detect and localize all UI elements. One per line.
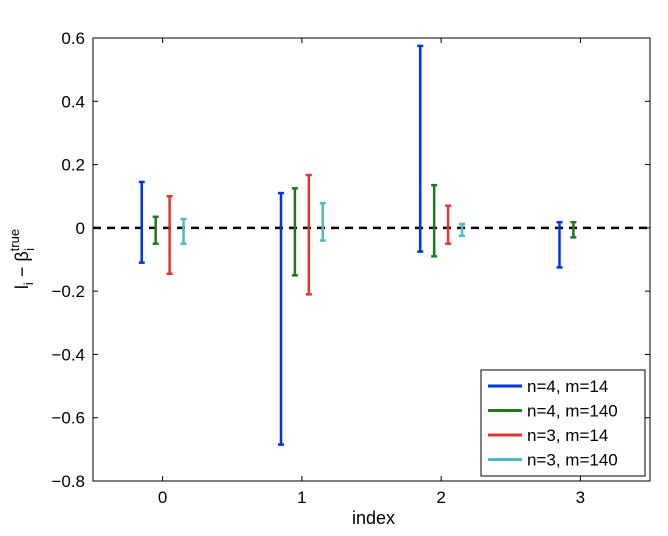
legend-label: n=3, m=140 [527, 451, 618, 470]
errorbar-series-1-index-0 [138, 180, 145, 264]
y-tick-label: −0.6 [51, 409, 85, 428]
legend-item-3: n=3, m=14 [488, 426, 608, 445]
axes-frame [92, 37, 651, 482]
plot-area [93, 44, 650, 446]
errorbar-series-1-index-2 [417, 44, 424, 253]
series-2-errorbars [152, 183, 577, 277]
x-axis-title: index [352, 508, 395, 528]
legend-item-2: n=4, m=140 [488, 402, 618, 421]
errorbar-series-2-index-3 [570, 220, 577, 239]
errorbar-series-4-index-1 [319, 201, 326, 242]
series-1-errorbars [138, 44, 563, 446]
legend-label: n=4, m=140 [527, 402, 618, 421]
errorbar-series-2-index-0 [152, 215, 159, 245]
errorbar-series-4-index-0 [180, 217, 187, 245]
y-tick-label: 0 [76, 219, 85, 238]
legend-item-4: n=3, m=140 [488, 451, 618, 470]
legend-item-1: n=4, m=14 [488, 377, 608, 396]
x-tick-label: 0 [158, 488, 167, 507]
errorbar-series-2-index-1 [291, 187, 298, 277]
y-tick-label: 0.6 [61, 29, 85, 48]
y-tick-label: −0.4 [51, 345, 85, 364]
y-axis-title: li − βtruei [7, 229, 37, 289]
series-3-errorbars [166, 173, 452, 296]
y-tick-label: 0.2 [61, 156, 85, 175]
y-tick-label: 0.4 [61, 92, 85, 111]
legend-label: n=3, m=14 [527, 426, 608, 445]
y-tick-label: −0.8 [51, 472, 85, 491]
axes: −0.8 −0.6 −0.4 −0.2 0 0.2 0.4 0.6 0 1 2 3 index li − … [7, 29, 651, 528]
legend: n=4, m=14 n=4, m=140 n=3, m=14 n=3, m=140 [480, 369, 646, 477]
errorbar-series-3-index-0 [166, 194, 173, 275]
x-tick-label: 2 [436, 488, 445, 507]
errorbar-series-3-index-2 [445, 204, 452, 245]
y-tick-label: −0.2 [51, 282, 85, 301]
errorbar-series-4-index-2 [459, 222, 466, 238]
errorbar-series-1-index-3 [556, 220, 563, 269]
errorbar-series-2-index-2 [431, 183, 438, 258]
series-4-errorbars [180, 201, 466, 245]
legend-label: n=4, m=14 [527, 377, 608, 396]
errorbar-series-3-index-1 [305, 173, 312, 296]
x-tick-label: 1 [297, 488, 306, 507]
errorbar-series-1-index-1 [277, 191, 284, 446]
x-tick-label: 3 [576, 488, 585, 507]
